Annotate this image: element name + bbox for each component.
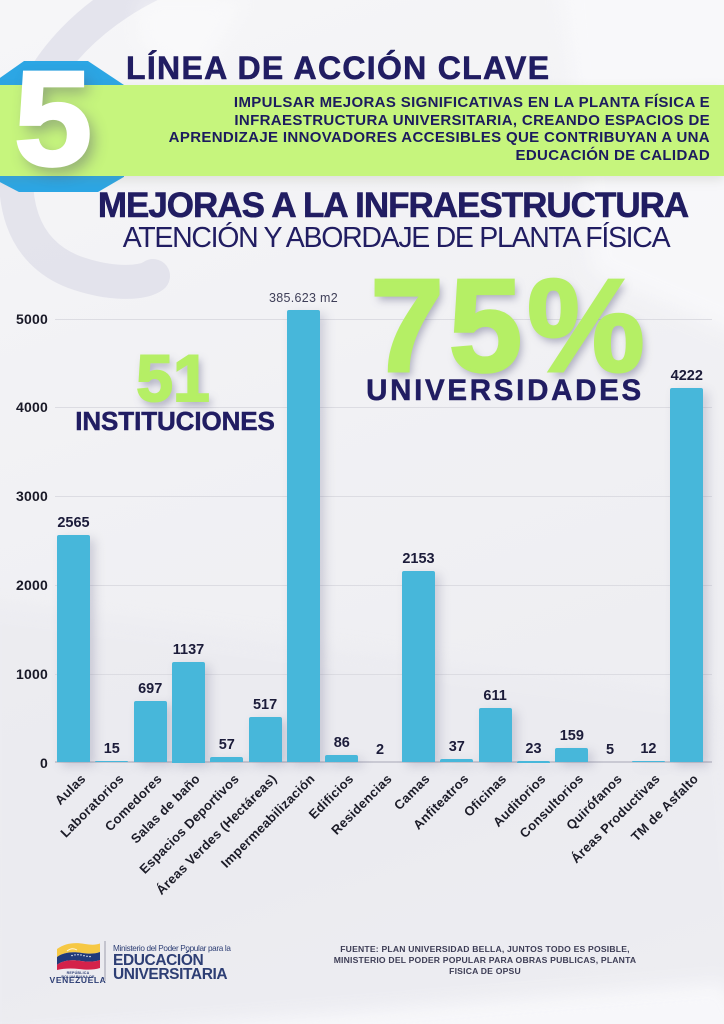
action-line-description: IMPULSAR MEJORAS SIGNIFICATIVAS EN LA PL… [168,94,710,164]
action-line-number: 5 [12,43,93,194]
bar-value-label: 23 [525,740,542,757]
page-title: MEJORAS A LA INFRAESTRUCTURA [97,186,690,226]
bar-value-label: 2153 [402,551,435,568]
bar-value-label: 697 [138,680,163,697]
logo-country: VENEZUELA [49,975,107,985]
bar-auditorios [517,760,550,763]
bar-salas-de-ba-o [172,661,205,763]
chart-gridline [55,318,712,320]
chart-gridline [55,584,712,586]
logo-ministry-line2: UNIVERSITARIA [113,966,228,983]
x-axis-category-label: Aulas [51,771,89,808]
bar-value-label: 2 [376,742,385,759]
bar-oficinas [478,708,512,763]
bar-anfiteatros [440,759,474,763]
bar-aulas [57,534,90,763]
x-axis-category-label: TM de Asfalto [628,771,702,845]
venezuela-flag [57,943,100,970]
logo-ministry-line1: EDUCACIÓN [113,952,204,969]
bar--reas-verdes-hect-reas- [248,716,282,763]
institutions-count: 51 [135,341,210,415]
bar-value-label: 5 [606,742,615,759]
bar-value-label: 86 [333,734,350,751]
y-axis-tick-label: 2000 [16,576,48,593]
logo-divider [104,941,106,981]
y-axis-tick-label: 3000 [16,488,48,505]
description-band: IMPULSAR MEJORAS SIGNIFICATIVAS EN LA PL… [0,85,724,176]
source-note: FUENTE: PLAN UNIVERSIDAD BELLA, JUNTOS T… [333,944,637,976]
bar-value-label: 2565 [57,514,90,531]
universities-percentage: 75% [369,252,650,399]
kicker-title: LÍNEA DE ACCIÓN CLAVE [126,50,551,87]
chart-gridline [55,673,712,675]
universities-label: UNIVERSIDADES [366,374,644,408]
bar-value-label: 385.623 m2 [268,290,339,305]
bar-edificios [325,754,359,763]
y-axis-tick-label: 5000 [16,310,48,327]
bar-tm-de-asfalto [670,387,704,763]
bar-value-label: 1137 [172,641,205,658]
bar-value-label: 517 [252,696,278,713]
bar-value-label: 37 [448,739,465,756]
bar-value-label: 15 [103,741,120,758]
chart-gridline [55,407,712,409]
y-axis-tick-label: 0 [40,754,48,771]
institutions-label: INSTITUCIONES [75,406,275,437]
page-subtitle: ATENCIÓN Y ABORDAJE DE PLANTA FÍSICA [122,222,671,254]
bar-value-label: 12 [640,741,657,758]
logo-ministry-small: Ministerio del Poder Popular para la [113,944,231,953]
bar-value-label: 57 [218,737,235,754]
bar-comedores [133,700,167,763]
bar-value-label: 4222 [670,367,703,384]
y-axis-tick-label: 4000 [16,399,48,416]
bar-value-label: 611 [483,688,507,705]
bar-camas [402,571,435,763]
bar-value-label: 159 [559,728,584,745]
x-axis-line [55,761,712,763]
bar-consultorios [555,748,589,763]
bar--reas-productivas [631,761,665,763]
chart-gridline [55,496,712,498]
logo-country-small: REPÚBLICA BOLIVARIANA DE [61,971,95,979]
y-axis-tick-label: 1000 [16,665,48,682]
bar-impermeabilizaci-n [287,309,320,763]
bar-laboratorios [95,761,129,763]
bar-espacios-deportivos [210,757,244,763]
